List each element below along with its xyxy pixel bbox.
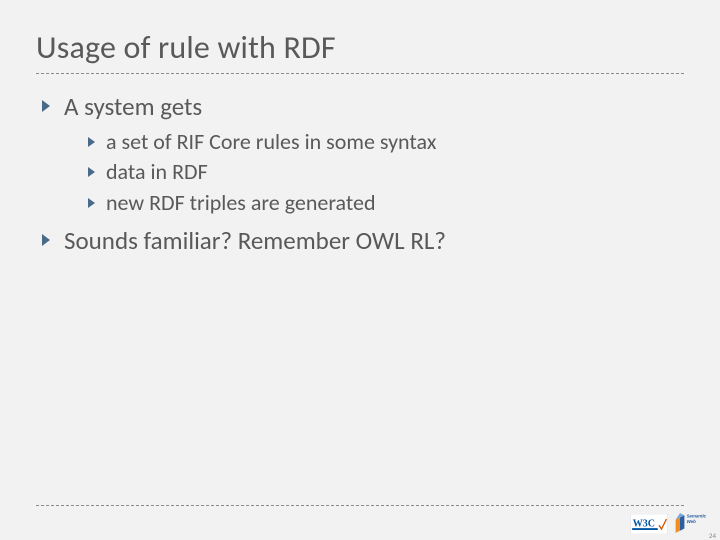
bullet-lvl1-item: A system gets a set of RIF Core rules in… (42, 90, 684, 218)
footer-logos: W3C Semantic Web (630, 512, 708, 534)
w3c-logo-icon: W3C (630, 514, 668, 534)
svg-text:Semantic: Semantic (687, 514, 707, 519)
svg-text:Web: Web (687, 519, 697, 524)
slide-title: Usage of rule with RDF (36, 28, 684, 67)
bottom-dashed-line (36, 505, 684, 506)
bullet-lvl2-text: data in RDF (106, 158, 208, 185)
title-underline-dashed (36, 73, 684, 74)
bullet-lvl2-item: a set of RIF Core rules in some syntax (88, 128, 684, 157)
bullet-lvl2-text: a set of RIF Core rules in some syntax (106, 128, 436, 155)
svg-text:W3C: W3C (633, 519, 655, 530)
bullet-list-level1: A system gets a set of RIF Core rules in… (36, 90, 684, 257)
bullet-lvl2-item: data in RDF (88, 158, 684, 187)
bullet-lvl1-text: A system gets (64, 91, 202, 122)
bullet-lvl2-item: new RDF triples are generated (88, 189, 684, 218)
page-number: 24 (709, 531, 716, 540)
slide: Usage of rule with RDF A system gets a s… (0, 0, 720, 540)
bullet-lvl1-item: Sounds familiar? Remember OWL RL? (42, 224, 684, 258)
bullet-list-level2: a set of RIF Core rules in some syntax d… (64, 128, 684, 218)
semantic-web-logo-icon: Semantic Web (674, 512, 708, 534)
bullet-lvl1-text: Sounds familiar? Remember OWL RL? (64, 225, 446, 256)
bullet-lvl2-text: new RDF triples are generated (106, 189, 376, 216)
